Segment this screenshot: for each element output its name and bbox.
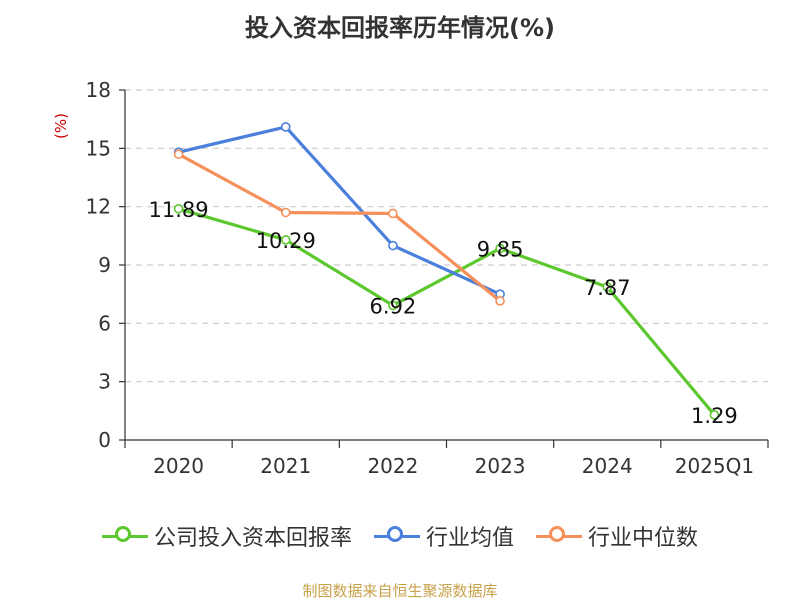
- data-labels: 11.89 10.29 6.92 9.85 7.87 1.29: [149, 198, 738, 428]
- y-tick-label: 18: [86, 78, 111, 102]
- legend-swatch-icon: [101, 524, 148, 548]
- y-tick-label: 0: [98, 428, 111, 452]
- y-tick-label: 9: [98, 253, 111, 277]
- data-point-2-1: [280, 207, 291, 218]
- y-axis-label: (%): [52, 113, 70, 139]
- legend-item-2[interactable]: 行业中位数: [536, 520, 698, 552]
- chart-title: 投入资本回报率历年情况(%): [245, 14, 555, 42]
- grid-lines: [125, 89, 768, 383]
- series-line-1: [178, 125, 501, 296]
- series-line-0: [178, 207, 716, 416]
- data-point-2-3: [495, 296, 505, 306]
- x-tick-label: 2023: [475, 454, 526, 478]
- legend-item-1[interactable]: 行业均值: [373, 520, 514, 552]
- data-point-1-2: [388, 240, 398, 251]
- x-tick-label: 2022: [367, 454, 418, 478]
- x-tick-label: 2021: [260, 454, 311, 478]
- data-label: 1.29: [691, 404, 738, 428]
- data-label: 10.29: [256, 229, 316, 253]
- data-point-2-2: [388, 208, 398, 219]
- x-tick-label: 2025Q1: [675, 454, 754, 478]
- data-label: 6.92: [370, 294, 417, 318]
- legend-swatch-icon: [373, 524, 420, 548]
- series: [173, 122, 720, 420]
- data-point-1-1: [280, 122, 291, 132]
- data-label: 7.87: [584, 276, 631, 300]
- y-tick-label: 12: [86, 195, 111, 219]
- legend-label: 行业均值: [425, 526, 514, 551]
- data-point-0-0: [173, 204, 184, 214]
- legend-label: 公司投入资本回报率: [153, 526, 352, 551]
- data-point-2-0: [173, 149, 184, 159]
- data-point-0-4: [602, 282, 613, 292]
- data-label: 11.89: [149, 198, 209, 222]
- data-point-0-1: [280, 235, 291, 245]
- x-tick-label: 2024: [582, 454, 633, 478]
- y-tick-label: 15: [86, 136, 111, 160]
- data-point-0-2: [388, 300, 398, 311]
- legend-item-0[interactable]: 公司投入资本回报率: [101, 520, 352, 552]
- legend: 公司投入资本回报率 行业均值 行业中位数: [0, 518, 800, 554]
- legend-swatch-icon: [536, 524, 582, 548]
- y-tick-label: 6: [98, 311, 111, 335]
- axes: 0 3 6 9 12 15 18 2020 2021 2022 2023 2024 2025Q1: [86, 78, 769, 478]
- y-tick-label: 3: [98, 370, 111, 394]
- series-line-2: [177, 152, 502, 303]
- data-point-0-5: [709, 410, 720, 420]
- data-point-0-3: [495, 243, 505, 254]
- legend-label: 行业中位数: [588, 526, 699, 551]
- source-note: 制图数据来自恒生聚源数据库: [302, 582, 498, 600]
- data-label: 9.85: [477, 237, 524, 261]
- x-tick-label: 2020: [153, 454, 204, 478]
